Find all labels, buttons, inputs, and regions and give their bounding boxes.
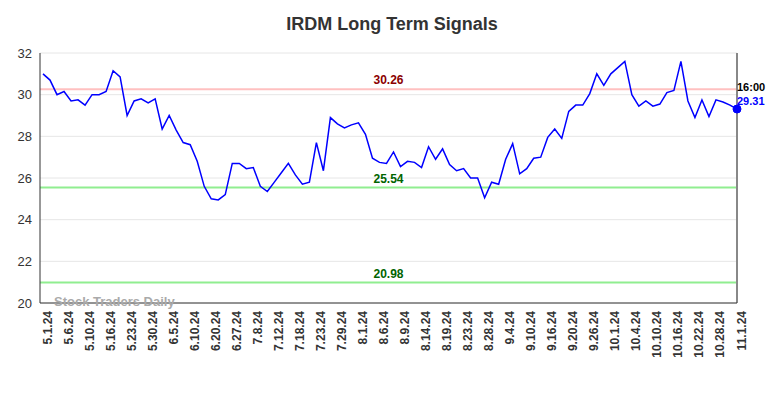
svg-text:5.30.24: 5.30.24 bbox=[146, 311, 160, 351]
svg-text:26: 26 bbox=[18, 171, 32, 186]
svg-text:20: 20 bbox=[18, 296, 32, 311]
svg-text:10.4.24: 10.4.24 bbox=[629, 311, 643, 351]
svg-text:25.54: 25.54 bbox=[373, 172, 403, 186]
svg-text:5.1.24: 5.1.24 bbox=[41, 311, 55, 345]
svg-text:29.31: 29.31 bbox=[737, 95, 765, 107]
svg-text:8.6.24: 8.6.24 bbox=[377, 311, 391, 345]
svg-text:22: 22 bbox=[18, 254, 32, 269]
svg-text:8.9.24: 8.9.24 bbox=[398, 311, 412, 345]
svg-text:16:00: 16:00 bbox=[737, 81, 765, 93]
svg-text:8.1.24: 8.1.24 bbox=[356, 311, 370, 345]
html-text:Stock Traders Daily: Stock Traders Daily bbox=[54, 294, 175, 309]
svg-text:5.10.24: 5.10.24 bbox=[83, 311, 97, 351]
html-text:IRDM Long Term Signals: IRDM Long Term Signals bbox=[286, 14, 498, 34]
svg-text:10.16.24: 10.16.24 bbox=[671, 311, 685, 358]
svg-text:6.10.24: 6.10.24 bbox=[188, 311, 202, 351]
svg-text:9.10.24: 9.10.24 bbox=[524, 311, 538, 351]
svg-text:5.23.24: 5.23.24 bbox=[125, 311, 139, 351]
svg-text:24: 24 bbox=[18, 212, 32, 227]
svg-text:10.22.24: 10.22.24 bbox=[692, 311, 706, 358]
svg-text:30: 30 bbox=[18, 87, 32, 102]
svg-text:32: 32 bbox=[18, 46, 32, 61]
svg-text:28: 28 bbox=[18, 129, 32, 144]
svg-text:9.4.24: 9.4.24 bbox=[503, 311, 517, 345]
svg-text:20.98: 20.98 bbox=[373, 267, 403, 281]
svg-text:7.23.24: 7.23.24 bbox=[314, 311, 328, 351]
svg-text:8.28.24: 8.28.24 bbox=[482, 311, 496, 351]
svg-text:11.1.24: 11.1.24 bbox=[735, 311, 749, 351]
svg-text:5.16.24: 5.16.24 bbox=[104, 311, 118, 351]
svg-text:30.26: 30.26 bbox=[373, 73, 403, 87]
svg-text:9.20.24: 9.20.24 bbox=[566, 311, 580, 351]
svg-text:6.20.24: 6.20.24 bbox=[209, 311, 223, 351]
svg-text:7.12.24: 7.12.24 bbox=[272, 311, 286, 351]
svg-text:9.16.24: 9.16.24 bbox=[545, 311, 559, 351]
svg-text:5.6.24: 5.6.24 bbox=[62, 311, 76, 345]
svg-text:9.26.24: 9.26.24 bbox=[587, 311, 601, 351]
svg-text:8.23.24: 8.23.24 bbox=[461, 311, 475, 351]
svg-text:7.29.24: 7.29.24 bbox=[335, 311, 349, 351]
svg-text:10.28.24: 10.28.24 bbox=[713, 311, 727, 358]
svg-text:7.8.24: 7.8.24 bbox=[251, 311, 265, 345]
svg-text:8.14.24: 8.14.24 bbox=[419, 311, 433, 351]
svg-text:6.27.24: 6.27.24 bbox=[230, 311, 244, 351]
svg-text:10.1.24: 10.1.24 bbox=[608, 311, 622, 351]
svg-text:10.10.24: 10.10.24 bbox=[650, 311, 664, 358]
svg-text:7.18.24: 7.18.24 bbox=[293, 311, 307, 351]
svg-text:6.5.24: 6.5.24 bbox=[167, 311, 181, 345]
svg-text:8.19.24: 8.19.24 bbox=[440, 311, 454, 351]
